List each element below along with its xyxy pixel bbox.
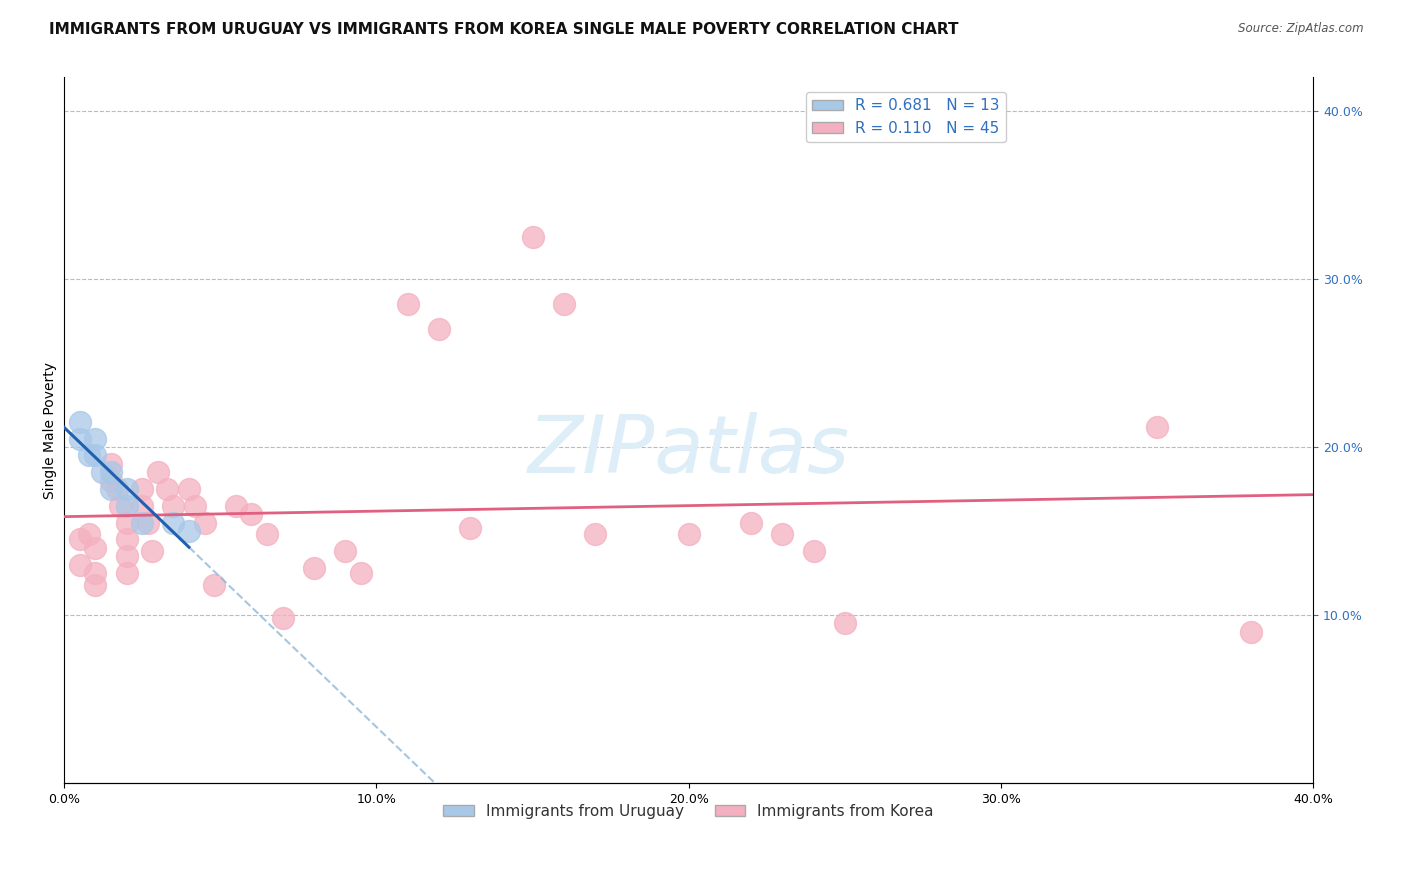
Point — [177, 482, 200, 496]
Point — [84, 432, 107, 446]
Point — [458, 521, 481, 535]
Point — [350, 566, 373, 580]
Point — [177, 524, 200, 538]
Point — [100, 474, 122, 488]
Point — [131, 482, 153, 496]
Point — [100, 465, 122, 479]
Point — [100, 457, 122, 471]
Point — [77, 527, 100, 541]
Text: ZIPatlas: ZIPatlas — [527, 412, 849, 491]
Point — [333, 544, 356, 558]
Point — [271, 611, 294, 625]
Point — [240, 508, 263, 522]
Point — [84, 449, 107, 463]
Y-axis label: Single Male Poverty: Single Male Poverty — [44, 362, 58, 499]
Point — [522, 230, 544, 244]
Point — [553, 297, 575, 311]
Text: Source: ZipAtlas.com: Source: ZipAtlas.com — [1239, 22, 1364, 36]
Point — [678, 527, 700, 541]
Point — [834, 616, 856, 631]
Point — [194, 516, 217, 530]
Point — [110, 499, 132, 513]
Point — [131, 516, 153, 530]
Point — [69, 533, 91, 547]
Point — [202, 578, 225, 592]
Point — [69, 558, 91, 572]
Point — [115, 549, 138, 564]
Point — [115, 533, 138, 547]
Point — [90, 465, 112, 479]
Point — [115, 516, 138, 530]
Point — [162, 516, 184, 530]
Point — [84, 566, 107, 580]
Point — [84, 541, 107, 555]
Point — [141, 544, 163, 558]
Point — [302, 561, 325, 575]
Legend: Immigrants from Uruguay, Immigrants from Korea: Immigrants from Uruguay, Immigrants from… — [437, 797, 941, 825]
Point — [162, 499, 184, 513]
Point — [115, 499, 138, 513]
Point — [69, 432, 91, 446]
Point — [256, 527, 278, 541]
Point — [131, 499, 153, 513]
Point — [156, 482, 179, 496]
Point — [105, 482, 128, 496]
Point — [396, 297, 419, 311]
Point — [69, 415, 91, 429]
Point — [427, 322, 450, 336]
Point — [115, 482, 138, 496]
Point — [225, 499, 247, 513]
Point — [583, 527, 606, 541]
Point — [146, 465, 169, 479]
Point — [184, 499, 207, 513]
Point — [1146, 420, 1168, 434]
Point — [100, 482, 122, 496]
Text: IMMIGRANTS FROM URUGUAY VS IMMIGRANTS FROM KOREA SINGLE MALE POVERTY CORRELATION: IMMIGRANTS FROM URUGUAY VS IMMIGRANTS FR… — [49, 22, 959, 37]
Point — [1240, 624, 1263, 639]
Point — [770, 527, 793, 541]
Point — [77, 449, 100, 463]
Point — [740, 516, 762, 530]
Point — [84, 578, 107, 592]
Point — [138, 516, 160, 530]
Point — [803, 544, 825, 558]
Point — [115, 566, 138, 580]
